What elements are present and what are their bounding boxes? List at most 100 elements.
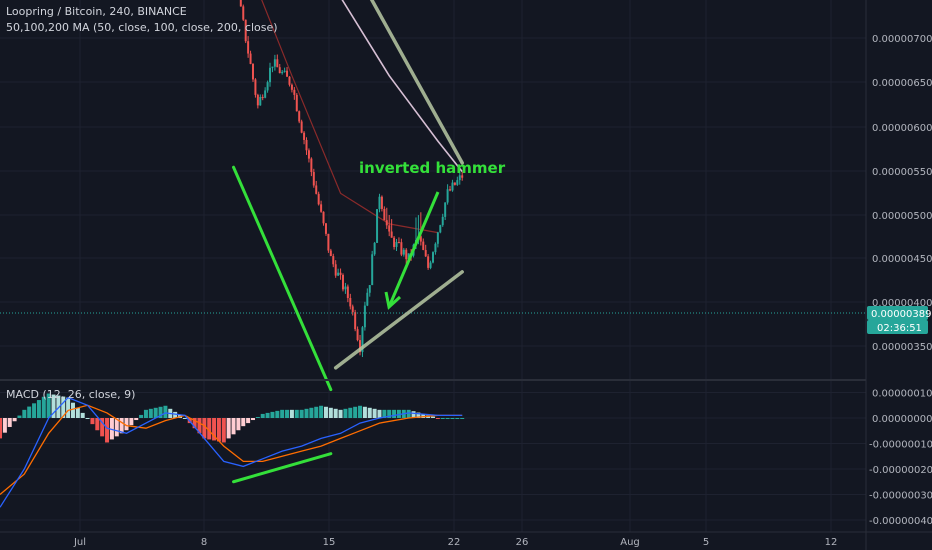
- candle-body: [388, 225, 391, 232]
- macd-histogram-bar: [275, 410, 280, 418]
- ma-legend[interactable]: 50,100,200 MA (50, close, 100, close, 20…: [6, 21, 278, 34]
- candle-body: [315, 185, 318, 194]
- macd-histogram-bar: [2, 418, 7, 433]
- candle-body: [436, 232, 439, 244]
- macd-histogram-bar: [134, 418, 139, 421]
- macd-histogram-bar: [70, 402, 75, 418]
- macd-histogram-bar: [46, 393, 51, 418]
- macd-histogram-bar: [221, 418, 226, 443]
- macd-histogram-bar: [95, 418, 100, 431]
- candle-body: [249, 53, 252, 64]
- macd-tick-label: 0.00000000: [872, 414, 932, 425]
- macd-histogram-bar: [153, 407, 158, 418]
- candle-body: [402, 249, 405, 255]
- macd-histogram-bar: [12, 418, 17, 422]
- macd-histogram-bar: [411, 411, 416, 418]
- macd-histogram-bar: [139, 414, 144, 418]
- macd-histogram-bar: [367, 407, 372, 418]
- candle-body: [247, 41, 250, 54]
- macd-histogram-bar: [163, 405, 168, 418]
- candle-body: [273, 59, 276, 67]
- macd-histogram-bar: [148, 408, 153, 418]
- macd-histogram-bar: [435, 418, 440, 419]
- macd-histogram-bar: [61, 396, 66, 418]
- candle-body: [256, 94, 259, 106]
- macd-histogram-bar: [246, 418, 251, 424]
- macd-histogram-bar: [216, 418, 221, 442]
- macd-histogram-bar: [17, 415, 22, 418]
- macd-histogram-bar: [328, 407, 333, 418]
- candle-body: [376, 209, 379, 243]
- candle-body: [242, 6, 245, 20]
- macd-annotation-line: [232, 452, 333, 484]
- price-tick-label: 0.00000550: [872, 167, 932, 178]
- time-tick-label: 5: [703, 537, 709, 548]
- macd-histogram-bar: [387, 409, 392, 418]
- candle-body: [393, 237, 396, 247]
- annotation-arrow-head: [384, 291, 402, 310]
- candle-body: [337, 272, 340, 276]
- macd-histogram-bar: [314, 406, 319, 418]
- macd-histogram-bar: [109, 418, 114, 440]
- macd-axis[interactable]: 0.00000010 0.00000000 -0.00000010 -0.000000…: [869, 389, 932, 528]
- candle-body: [385, 220, 388, 226]
- macd-histogram-bar: [226, 418, 231, 439]
- macd-histogram-bar: [309, 407, 314, 418]
- macd-legend[interactable]: MACD (12, 26, close, 9): [6, 388, 136, 401]
- candle-body: [422, 241, 425, 250]
- macd-histogram-bar: [75, 407, 80, 418]
- candle-body: [368, 285, 371, 293]
- time-tick-label: 12: [825, 537, 838, 548]
- macd-histogram-bar: [207, 418, 212, 440]
- price-tick-label: 0.00000700: [872, 34, 932, 45]
- candle-body: [349, 297, 352, 307]
- macd-line: [0, 396, 463, 508]
- price-tick-label: 0.00000500: [872, 211, 932, 222]
- candle-body: [341, 274, 344, 290]
- macd-histogram-bar: [431, 416, 435, 418]
- candle-body: [283, 70, 286, 72]
- macd-histogram-bar: [22, 409, 27, 418]
- price-axis[interactable]: 0.00000700 0.00000650 0.00000600 0.00000550…: [872, 34, 932, 353]
- macd-histogram-bar: [124, 418, 129, 431]
- candle-body: [298, 111, 301, 122]
- symbol-legend[interactable]: Loopring / Bitcoin, 240, BINANCE: [6, 5, 187, 18]
- candle-body: [366, 292, 369, 306]
- time-tick-label: 15: [323, 537, 336, 548]
- trendlines: [232, 0, 464, 392]
- price-tick-label: 0.00000400: [872, 298, 932, 309]
- time-tick-label: Aug: [620, 537, 640, 548]
- candle-body: [305, 139, 308, 151]
- candle-body: [346, 286, 349, 298]
- time-tick-label: 26: [516, 537, 529, 548]
- time-axis[interactable]: Jul 8 15 22 26 Aug 5 12: [73, 537, 837, 548]
- macd-histogram-bar: [241, 418, 246, 427]
- macd-histogram-bar: [41, 396, 46, 418]
- macd-histogram-bar: [173, 411, 178, 418]
- macd-histogram-bar: [445, 418, 450, 419]
- macd-histogram-bar: [212, 418, 217, 441]
- macd-tick-label: -0.00000010: [869, 440, 932, 451]
- macd-histogram-bar: [66, 397, 71, 418]
- candle-body: [359, 340, 362, 353]
- macd-histogram-bar: [36, 400, 41, 418]
- ma-line-200: [341, 0, 463, 173]
- macd-histogram-bar: [51, 394, 56, 418]
- macd-histogram-bar: [338, 409, 343, 418]
- candle-body: [259, 96, 262, 106]
- macd-tick-label: -0.00000040: [869, 516, 932, 527]
- last-price-tag: 0.00000389: [867, 306, 931, 320]
- candle-body: [286, 70, 289, 77]
- price-tick-label: 0.00000600: [872, 123, 932, 134]
- candle-body: [281, 71, 284, 74]
- candle-body: [244, 19, 247, 42]
- macd-tick-label: -0.00000030: [869, 491, 932, 502]
- macd-histogram-bar: [80, 412, 85, 418]
- macd-histogram-bar: [100, 418, 105, 437]
- macd-histogram-bar: [323, 406, 328, 418]
- macd-histogram-bar: [343, 408, 348, 418]
- candle-body: [254, 79, 257, 95]
- candle-body: [361, 327, 364, 353]
